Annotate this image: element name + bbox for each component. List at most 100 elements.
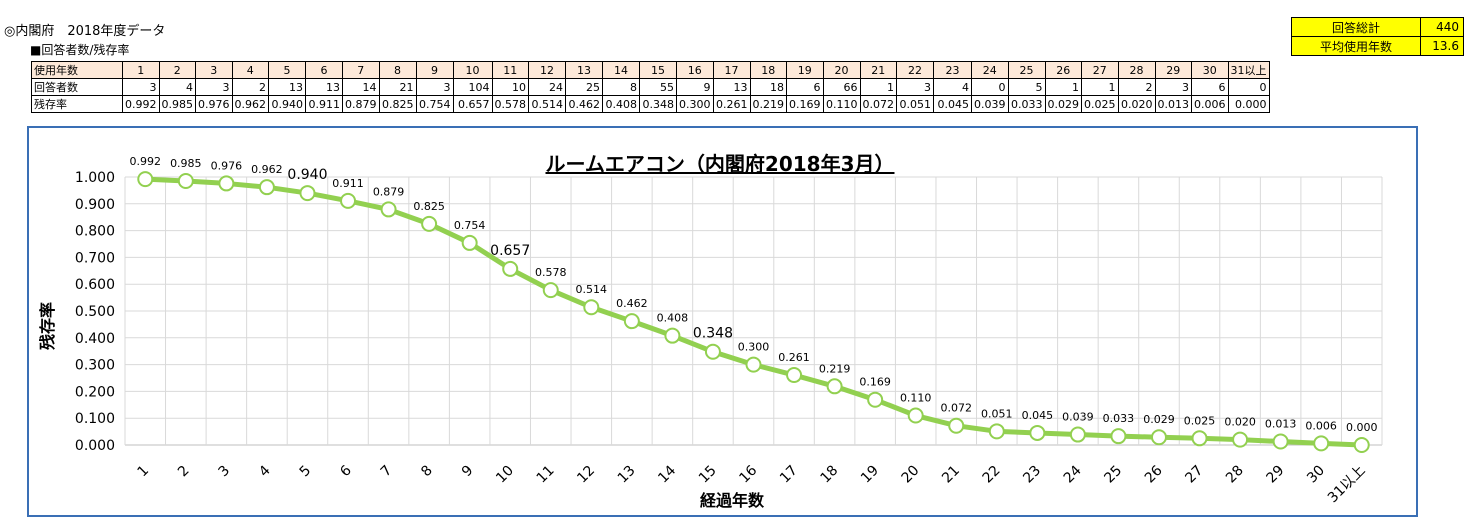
table-cell-year: 11 [491,61,529,79]
table-cell-respondents: 13 [712,78,751,96]
data-label: 0.013 [1265,418,1297,431]
table-cell-survival: 0.911 [305,95,343,113]
data-point [218,175,235,192]
data-point [542,282,559,299]
table-cell-year: 31以上 [1227,61,1270,79]
summary-table: 回答総計 440 平均使用年数 13.6 [1291,17,1464,56]
table-cell-survival: 0.219 [749,95,787,113]
table-cell-respondents: 21 [378,78,417,96]
data-label: 0.072 [940,402,972,415]
x-tick-label: 29 [1264,463,1288,487]
table-cell-survival: 0.940 [268,95,306,113]
table-cell-year: 13 [565,61,603,79]
data-label: 0.514 [576,283,608,296]
y-tick-label: 0.700 [75,250,115,266]
data-label: 0.300 [738,341,770,354]
x-tick-label: 17 [777,463,801,487]
x-tick-label: 25 [1101,463,1125,487]
table-cell-year: 28 [1117,61,1156,79]
survival-row: 残存率 0.992 0.985 0.976 0.962 0.940 0.911 0.879 0… [31,95,1270,113]
data-point [867,391,884,408]
table-cell-survival: 0.825 [378,95,417,113]
table-cell-respondents: 13 [268,78,306,96]
table-cell-survival: 0.006 [1191,95,1229,113]
table-cell-respondents: 3 [415,78,454,96]
y-tick-label: 0.200 [75,384,115,400]
chart-title: ルームエアコン（内閣府2018年3月） [546,152,895,176]
data-point [786,367,803,384]
table-cell-survival: 0.514 [528,95,566,113]
table-cell-year: 26 [1044,61,1082,79]
data-point [1232,431,1249,448]
table-cell-survival: 0.000 [1227,95,1270,113]
years-row: 使用年数 1 2 3 4 5 6 7 8 9 10 11 12 13 14 15 16 17 18 19 20 21 22… [31,61,1270,79]
plot-area: 0.000 0.100 0.200 0.300 0.400 0.500 0.600 0.700… [75,155,1383,506]
table-cell-year: 7 [342,61,380,79]
table-cell-respondents: 1 [1044,78,1082,96]
respondents-row: 回答者数 3 4 3 2 13 13 14 21 3 104 10 24 25 8 55 9 13 18 6 66 1 3… [31,78,1270,96]
table-cell-respondents: 5 [1007,78,1046,96]
table-cell-year: 4 [231,61,269,79]
table-cell-year: 8 [378,61,417,79]
x-tick-label: 19 [858,463,882,487]
table-cell-year: 10 [452,61,493,79]
data-label: 0.006 [1305,419,1337,432]
data-point [1191,430,1208,447]
x-tick-label: 23 [1020,463,1044,487]
avg-value: 13.6 [1420,36,1464,56]
table-cell-respondents: 55 [639,78,677,96]
row-header-years: 使用年数 [31,61,123,79]
x-tick-label: 12 [574,463,598,487]
table-cell-survival: 0.578 [491,95,529,113]
table-cell-year: 5 [268,61,306,79]
data-point [988,423,1005,440]
data-label: 0.348 [693,326,733,342]
table-cell-year: 6 [305,61,343,79]
table-cell-respondents: 1 [1081,78,1119,96]
total-label: 回答総計 [1291,17,1421,37]
data-label: 0.462 [616,297,648,310]
data-label: 0.110 [900,392,932,405]
x-tick-label: 20 [899,463,923,487]
x-tick-label: 13 [615,463,639,487]
x-tick-label: 27 [1182,463,1206,487]
table-cell-survival: 0.408 [602,95,640,113]
x-tick-label: 2 [175,463,193,481]
x-axis-title: 経過年数 [700,491,765,510]
table-cell-year: 27 [1081,61,1119,79]
data-point [340,192,357,209]
x-tick-label: 3 [216,463,234,481]
table-cell-survival: 0.657 [452,95,493,113]
page-title: ◎内閣府 2018年度データ [4,24,166,39]
chart-frame [27,126,1418,517]
x-tick-label: 4 [256,462,274,480]
avg-label: 平均使用年数 [1291,36,1421,56]
data-label: 0.033 [1103,412,1135,425]
table-cell-year: 12 [528,61,566,79]
y-tick-label: 1.000 [75,170,115,186]
table-cell-year: 30 [1191,61,1229,79]
table-cell-year: 14 [602,61,640,79]
table-cell-year: 20 [822,61,861,79]
table-cell-respondents: 9 [676,78,714,96]
y-tick-label: 0.900 [75,197,115,213]
table-cell-survival: 0.033 [1007,95,1046,113]
data-point [502,260,519,277]
table-cell-respondents: 24 [528,78,566,96]
data-point [299,185,316,202]
data-label: 0.962 [251,163,283,176]
table-cell-survival: 0.051 [896,95,934,113]
data-label: 0.051 [981,407,1013,420]
x-tick-label: 18 [818,463,842,487]
data-label: 0.045 [1022,409,1054,422]
data-point [421,215,438,232]
data-label: 0.219 [819,362,851,375]
table-cell-respondents: 0 [971,78,1009,96]
x-tick-label: 16 [736,462,760,486]
table-cell-year: 25 [1007,61,1046,79]
table-cell-year: 22 [896,61,934,79]
table-cell-survival: 0.020 [1117,95,1156,113]
data-label: 0.976 [211,159,243,172]
table-cell-year: 24 [971,61,1009,79]
data-point [623,313,640,330]
